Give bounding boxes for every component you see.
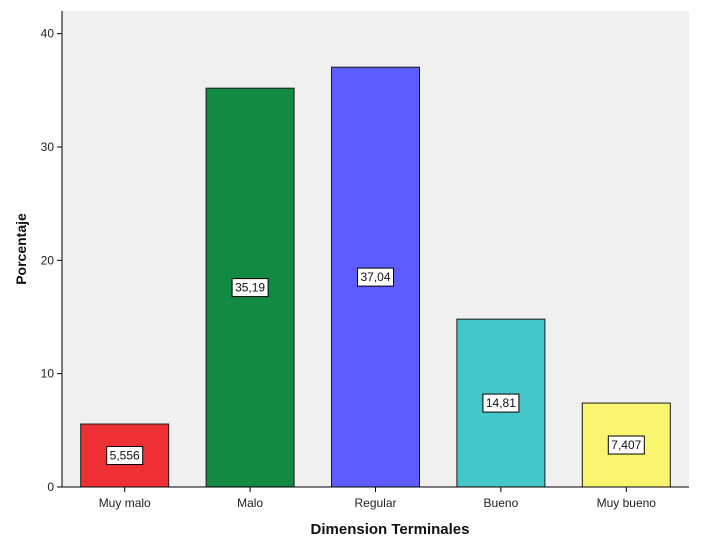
x-axis-ticks: Muy malo Malo Regular Bueno Muy bueno [99, 487, 657, 510]
y-tick-label: 20 [41, 253, 55, 267]
x-tick-label: Bueno [484, 496, 519, 510]
x-axis-title: Dimension Terminales [311, 521, 470, 538]
y-tick-label: 40 [41, 27, 55, 41]
y-axis-title: Porcentaje [13, 213, 29, 285]
data-label: 5,556 [110, 449, 140, 463]
y-axis-ticks: 0 10 20 30 40 [41, 27, 62, 494]
x-tick-label: Malo [237, 496, 263, 510]
data-label-box [357, 267, 394, 287]
data-label: 37,04 [360, 270, 390, 284]
data-label: 14,81 [486, 396, 516, 410]
data-label-box [231, 278, 269, 298]
x-tick-label: Muy malo [99, 496, 151, 510]
data-label: 7,407 [611, 438, 641, 452]
y-tick-label: 30 [41, 140, 55, 154]
data-label: 35,19 [235, 281, 265, 295]
bars: 5,556 35,19 37,04 14,81 7,407 [80, 66, 671, 488]
data-label-box [607, 435, 645, 455]
x-tick-label: Muy bueno [597, 496, 657, 510]
y-tick-label: 0 [47, 480, 54, 494]
x-tick-label: Regular [354, 496, 396, 510]
data-label-box [106, 446, 144, 466]
y-tick-label: 10 [41, 367, 55, 381]
data-label-box [482, 393, 520, 413]
